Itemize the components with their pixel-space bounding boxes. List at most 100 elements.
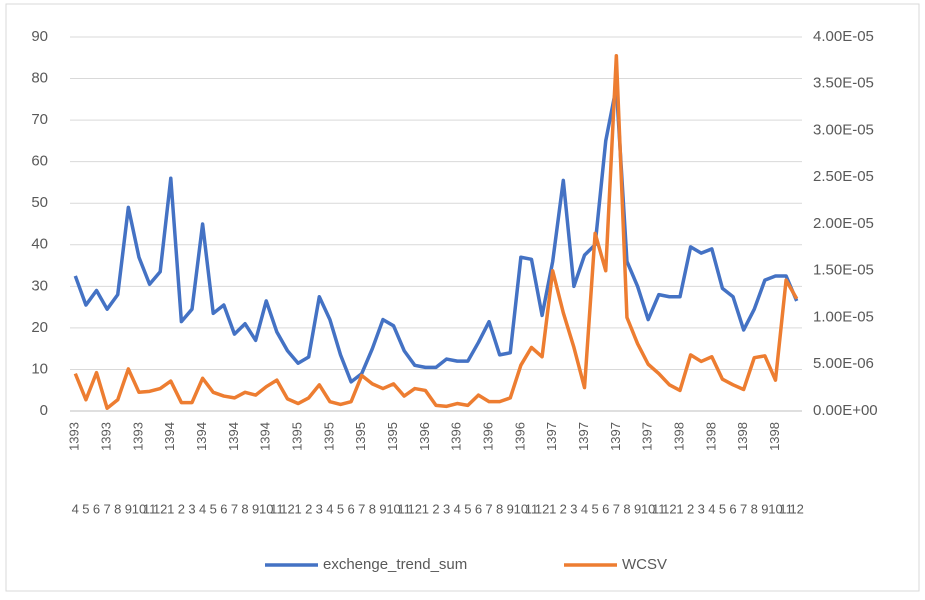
y-tick-label: 0 [40, 402, 48, 419]
x-group-label: 1397 [576, 422, 591, 451]
x-tick-label: 9 [761, 501, 768, 516]
x-tick-label: 3 [316, 501, 323, 516]
x-tick-label: 3 [698, 501, 705, 516]
x-tick-label: 12 [408, 501, 422, 516]
x-tick-label: 6 [602, 501, 609, 516]
x-group-label: 1396 [449, 422, 464, 451]
x-tick-label: 5 [464, 501, 471, 516]
x-tick-label: 2 [432, 501, 439, 516]
x-tick-label: 1 [549, 501, 556, 516]
x-tick-label: 4 [581, 501, 588, 516]
x-tick-label: 11 [143, 501, 157, 516]
x-tick-label: 10 [768, 501, 782, 516]
y2-tick-label: 3.50E-05 [813, 75, 874, 92]
x-group-label: 1396 [417, 422, 432, 451]
x-tick-label: 1 [294, 501, 301, 516]
x-group-label: 1393 [130, 422, 145, 451]
x-tick-label: 7 [613, 501, 620, 516]
x-tick-label: 5 [719, 501, 726, 516]
x-tick-label: 9 [125, 501, 132, 516]
x-tick-label: 7 [485, 501, 492, 516]
y2-tick-label: 5.00E-06 [813, 355, 874, 372]
x-group-label: 1398 [767, 422, 782, 451]
x-group-label: 1394 [162, 422, 177, 451]
x-group-label: 1393 [99, 422, 114, 451]
x-tick-label: 12 [662, 501, 676, 516]
x-tick-label: 8 [241, 501, 248, 516]
y-tick-label: 60 [31, 153, 48, 170]
x-tick-label: 4 [326, 501, 333, 516]
x-tick-label: 11 [779, 501, 793, 516]
x-group-label: 1396 [512, 422, 527, 451]
x-tick-label: 10 [641, 501, 655, 516]
x-tick-label: 2 [178, 501, 185, 516]
x-group-label: 1397 [608, 422, 623, 451]
x-tick-label: 7 [358, 501, 365, 516]
x-tick-label: 10 [514, 501, 528, 516]
y2-tick-label: 1.00E-05 [813, 308, 874, 325]
x-group-label: 1395 [385, 422, 400, 451]
x-tick-label: 6 [93, 501, 100, 516]
x-tick-label: 3 [570, 501, 577, 516]
y2-tick-label: 4.00E-05 [813, 28, 874, 45]
x-tick-label: 9 [507, 501, 514, 516]
x-tick-label: 5 [82, 501, 89, 516]
y-tick-label: 30 [31, 277, 48, 294]
x-tick-label: 2 [305, 501, 312, 516]
x-tick-label: 12 [153, 501, 167, 516]
line-series [73, 85, 799, 384]
x-tick-label: 12 [535, 501, 549, 516]
y-tick-label: 80 [31, 70, 48, 87]
x-tick-label: 8 [751, 501, 758, 516]
x-tick-label: 10 [386, 501, 400, 516]
legend-label: exchenge_trend_sum [323, 556, 467, 573]
x-group-label: 1395 [290, 422, 305, 451]
chart-border [5, 3, 920, 592]
y-tick-label: 70 [31, 111, 48, 128]
x-tick-label: 7 [740, 501, 747, 516]
x-tick-label: 6 [348, 501, 355, 516]
y2-tick-label: 0.00E+00 [813, 402, 878, 419]
legend-label: WCSV [622, 556, 667, 573]
x-tick-label: 8 [496, 501, 503, 516]
x-tick-label: 12 [280, 501, 294, 516]
x-group-label: 1396 [480, 422, 495, 451]
x-tick-label: 11 [397, 501, 411, 516]
y-tick-label: 90 [31, 28, 48, 45]
x-tick-label: 11 [652, 501, 666, 516]
x-group-label: 1395 [321, 422, 336, 451]
x-tick-label: 3 [443, 501, 450, 516]
y2-tick-label: 1.50E-05 [813, 262, 874, 279]
line-series [73, 53, 799, 410]
x-group-label: 1398 [671, 422, 686, 451]
y2-tick-label: 2.00E-05 [813, 215, 874, 232]
x-tick-label: 6 [729, 501, 736, 516]
x-group-label: 1394 [194, 422, 209, 451]
x-tick-label: 9 [379, 501, 386, 516]
x-tick-label: 4 [454, 501, 461, 516]
x-tick-label: 11 [270, 501, 284, 516]
x-tick-label: 11 [525, 501, 539, 516]
x-tick-label: 8 [623, 501, 630, 516]
y2-tick-label: 2.50E-05 [813, 168, 874, 185]
x-tick-label: 1 [167, 501, 174, 516]
x-group-label: 1395 [353, 422, 368, 451]
x-tick-label: 12 [789, 501, 803, 516]
x-tick-label: 2 [560, 501, 567, 516]
y2-tick-label: 3.00E-05 [813, 121, 874, 138]
x-group-label: 1394 [226, 422, 241, 451]
x-tick-label: 4 [708, 501, 715, 516]
x-tick-label: 8 [369, 501, 376, 516]
y-tick-label: 20 [31, 319, 48, 336]
x-tick-label: 5 [592, 501, 599, 516]
x-tick-label: 2 [687, 501, 694, 516]
x-tick-label: 6 [220, 501, 227, 516]
x-tick-label: 6 [475, 501, 482, 516]
x-tick-label: 5 [337, 501, 344, 516]
x-group-label: 1398 [735, 422, 750, 451]
x-group-label: 1394 [258, 422, 273, 451]
x-tick-label: 1 [676, 501, 683, 516]
x-tick-label: 7 [231, 501, 238, 516]
x-tick-label: 3 [188, 501, 195, 516]
